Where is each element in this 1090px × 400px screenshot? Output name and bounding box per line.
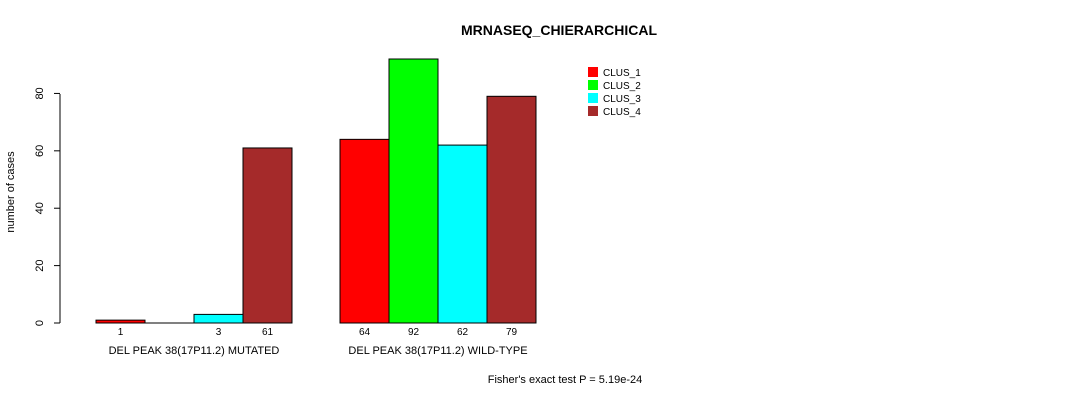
y-tick-label: 20	[34, 259, 46, 271]
fisher-test-footnote: Fisher's exact test P = 5.19e-24	[488, 374, 642, 386]
bar-clus-4-group-2	[486, 95, 537, 324]
legend-swatch	[588, 80, 598, 90]
x-category-label: DEL PEAK 38(17P11.2) MUTATED	[109, 345, 280, 357]
x-category-label: DEL PEAK 38(17P11.2) WILD-TYPE	[348, 345, 527, 357]
legend-label: CLUS_1	[603, 68, 641, 79]
bar-value-label: 3	[216, 327, 222, 338]
y-tick-label: 80	[34, 87, 46, 99]
bar-value-label: 64	[359, 327, 371, 338]
y-tick-label: 60	[34, 145, 46, 157]
bar-labels: 1 3 61 64 92 62 79	[118, 327, 518, 338]
y-ticks: 0 20 40 60 80	[34, 87, 60, 326]
bar-clus-1-group-2	[339, 138, 390, 324]
group-labels: DEL PEAK 38(17P11.2) MUTATED DEL PEAK 38(…	[109, 345, 528, 357]
y-axis: 0 20 40 60 80	[34, 87, 61, 326]
legend-swatch	[588, 67, 598, 77]
bar-value-label: 92	[408, 327, 420, 338]
y-tick-label: 40	[34, 202, 46, 214]
legend-swatch	[588, 93, 598, 103]
chart-title: MRNASEQ_CHIERARCHICAL	[461, 22, 657, 38]
y-tick-label: 0	[34, 320, 46, 326]
legend-label: CLUS_2	[603, 81, 641, 92]
legend-label: CLUS_3	[603, 94, 641, 105]
legend: CLUS_1 CLUS_2 CLUS_3 CLUS_4	[588, 67, 641, 118]
bar-clus-1-group-1	[95, 319, 146, 324]
bar-value-label: 62	[457, 327, 469, 338]
bar-clus-4-group-1	[242, 147, 293, 324]
legend-label: CLUS_4	[603, 107, 641, 118]
legend-swatch	[588, 106, 598, 116]
bar-clus-2-group-2	[388, 58, 439, 324]
bar-clus-3-group-1	[193, 313, 244, 324]
bar-value-label: 79	[506, 327, 518, 338]
bar-value-label: 61	[262, 327, 274, 338]
y-axis-label: number of cases	[5, 151, 17, 233]
bar-clus-3-group-2	[437, 144, 488, 324]
bar-value-label: 1	[118, 327, 124, 338]
bars	[95, 58, 537, 324]
